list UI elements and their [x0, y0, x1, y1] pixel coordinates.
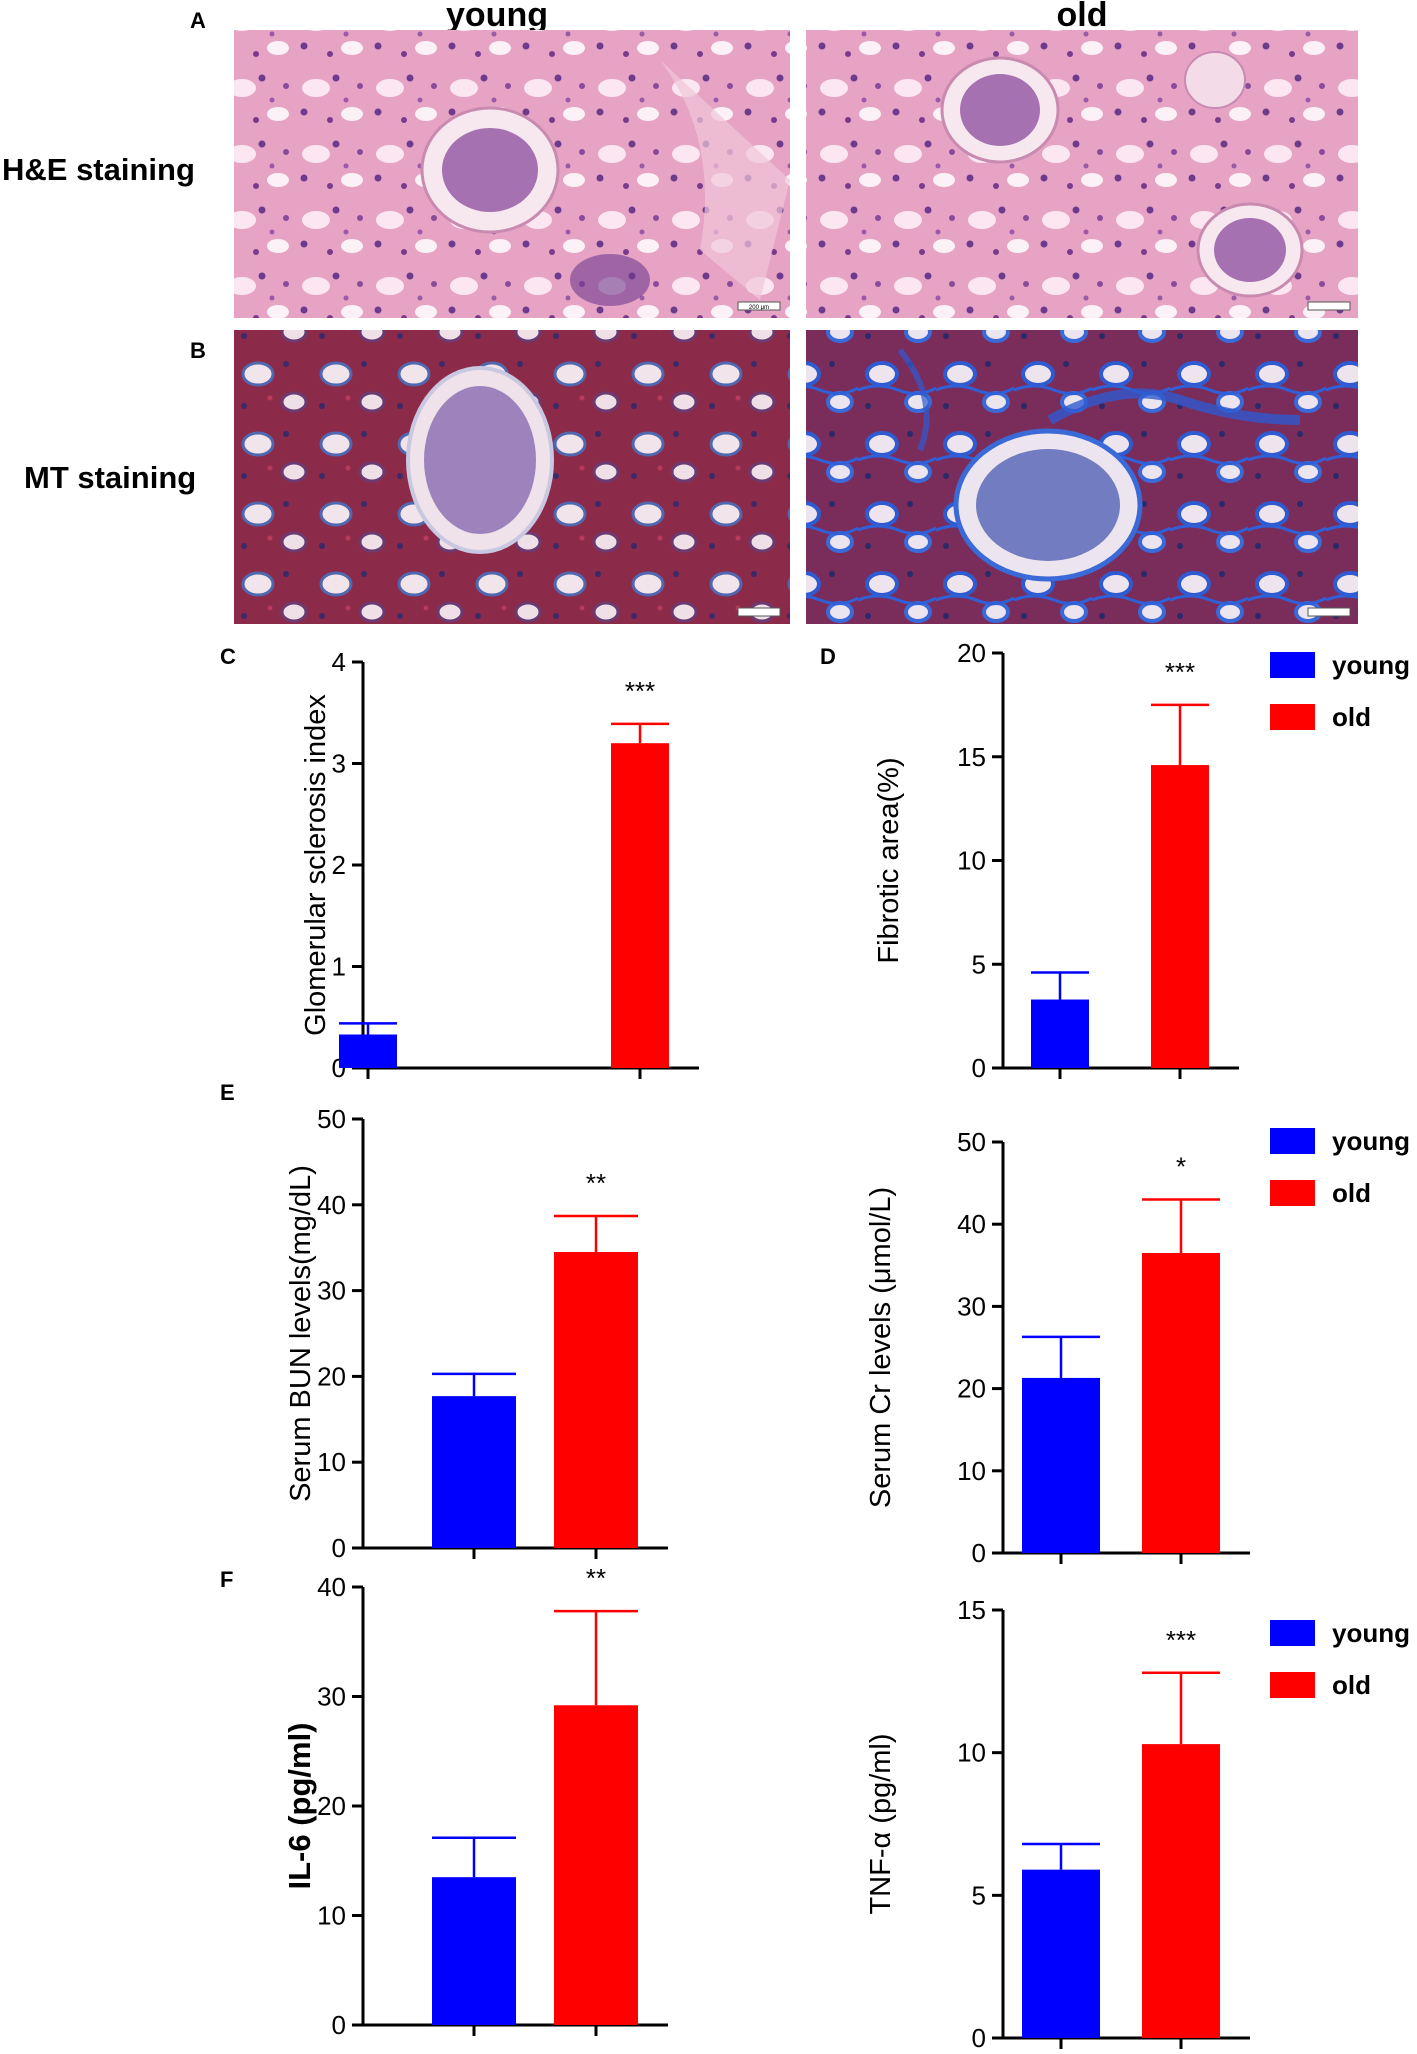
significance-marker: ** [586, 1563, 606, 1593]
scale-bar-label: 200 μm [749, 305, 769, 311]
y-axis-label: TNF-α (pg/ml) [865, 1733, 897, 1914]
row-header-he: H&E staining [2, 152, 195, 187]
y-tick-label: 50 [957, 1127, 986, 1157]
panel-label-a: A [190, 8, 206, 33]
y-tick-label: 30 [317, 1682, 346, 1712]
y-tick-label: 4 [332, 647, 346, 677]
legend-swatch-old [1270, 704, 1315, 730]
bar-young [432, 1396, 516, 1548]
y-axis-label: Fibrotic area(%) [873, 757, 905, 963]
legend-label-old: old [1332, 702, 1371, 732]
y-tick-label: 0 [972, 1053, 986, 1083]
column-header-old: old [1057, 0, 1108, 34]
y-tick-label: 10 [957, 1456, 986, 1486]
chart-bun: 0 10 20 30 40 50 ** Serum BUN levels(mg/dL) [285, 1104, 668, 1563]
bar-old [1151, 765, 1209, 1068]
significance-marker: *** [1165, 657, 1195, 687]
bar-old [611, 743, 669, 1068]
legend-label-old: old [1332, 1670, 1371, 1700]
y-tick-label: 20 [317, 1791, 346, 1821]
bar-old [554, 1251, 638, 1548]
y-tick-label: 10 [317, 1447, 346, 1477]
y-tick-label: 20 [317, 1361, 346, 1391]
panel-label-d: D [820, 644, 836, 669]
micrograph-he-young: 200 μm [234, 30, 790, 318]
y-tick-label: 2 [332, 850, 346, 880]
y-axis-label: Glomerular sclerosis index [300, 694, 332, 1036]
micrograph-he-old [806, 30, 1358, 318]
bar-young [339, 1034, 397, 1068]
y-tick-label: 10 [317, 1901, 346, 1931]
significance-marker: *** [625, 676, 655, 706]
significance-marker: *** [1166, 1625, 1196, 1655]
legend-swatch-young [1270, 652, 1315, 678]
y-tick-label: 15 [957, 742, 986, 772]
panel-label-b: B [190, 338, 206, 363]
legend-label-old: old [1332, 1178, 1371, 1208]
y-tick-label: 10 [957, 846, 986, 876]
legend-swatch-old [1270, 1180, 1315, 1206]
panel-label-f: F [220, 1567, 233, 1592]
y-axis-label: IL-6 (pg/ml) [282, 1722, 317, 1889]
legend-label-young: young [1332, 1126, 1410, 1156]
y-axis-label: Serum BUN levels(mg/dL) [285, 1165, 317, 1502]
y-tick-label: 40 [957, 1209, 986, 1239]
y-tick-label: 5 [972, 949, 986, 979]
chart-cr: 0 10 20 30 40 50 * Serum Cr levels (μmol/L) youn… [865, 1126, 1410, 1568]
y-tick-label: 5 [972, 1880, 986, 1910]
legend-label-young: young [1332, 1618, 1410, 1648]
significance-marker: ** [586, 1168, 606, 1198]
y-tick-label: 15 [957, 1595, 986, 1625]
y-tick-label: 0 [332, 2010, 346, 2040]
y-tick-label: 0 [972, 2023, 986, 2053]
y-tick-label: 20 [957, 1374, 986, 1404]
micrograph-mt-young [234, 330, 790, 624]
legend-swatch-old [1270, 1672, 1315, 1698]
y-tick-label: 0 [332, 1533, 346, 1563]
column-header-young: young [446, 0, 548, 34]
chart-il6: 0 10 20 30 40 ** IL-6 (pg/ml) [282, 1563, 668, 2040]
legend-label-young: young [1332, 650, 1410, 680]
bar-old [1142, 1252, 1220, 1553]
y-tick-label: 40 [317, 1572, 346, 1602]
panel-label-c: C [220, 644, 236, 669]
bar-young [432, 1877, 516, 2025]
y-tick-label: 10 [957, 1738, 986, 1768]
bar-old [1142, 1744, 1220, 2038]
y-tick-label: 30 [957, 1291, 986, 1321]
legend-swatch-young [1270, 1620, 1315, 1646]
bar-young [1022, 1869, 1100, 2038]
legend-swatch-young [1270, 1128, 1315, 1154]
y-tick-label: 3 [332, 749, 346, 779]
y-tick-label: 50 [317, 1104, 346, 1134]
bar-young [1022, 1377, 1100, 1553]
chart-tnf: 0 5 10 15 *** TNF-α (pg/ml) young old [865, 1595, 1410, 2053]
panel-label-e: E [220, 1080, 235, 1105]
chart-fibrotic: 0 5 10 15 20 *** Fibrotic area(%) young old [873, 638, 1410, 1083]
y-tick-label: 0 [972, 1538, 986, 1568]
y-axis-label: Serum Cr levels (μmol/L) [865, 1187, 897, 1508]
y-tick-label: 40 [317, 1190, 346, 1220]
y-tick-label: 20 [957, 638, 986, 668]
significance-marker: * [1176, 1152, 1186, 1182]
y-tick-label: 30 [317, 1276, 346, 1306]
bar-old [554, 1705, 638, 2025]
bar-young [1031, 999, 1089, 1068]
micrograph-mt-old [806, 330, 1358, 624]
y-tick-label: 1 [332, 952, 346, 982]
row-header-mt: MT staining [24, 460, 196, 495]
